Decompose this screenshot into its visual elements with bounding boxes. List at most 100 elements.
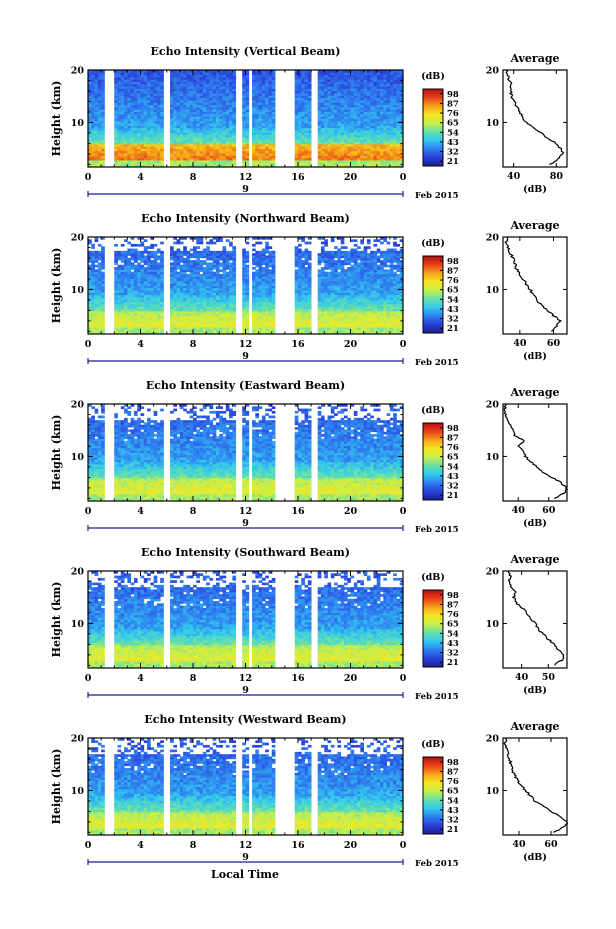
heatmap-cell (363, 150, 368, 154)
heatmap-cell (353, 127, 358, 131)
heatmap-cell (88, 90, 92, 94)
heatmap-cell (117, 72, 122, 76)
heatmap-cell (183, 90, 187, 94)
heatmap-cell (255, 139, 260, 142)
y-axis-label: Height (km) (50, 81, 63, 157)
heatmap-cell (179, 130, 184, 133)
heatmap-cell (340, 160, 345, 163)
heatmap-cell (150, 237, 155, 240)
heatmap-cell (189, 322, 194, 326)
heatmap-cell (147, 97, 151, 101)
heatmap-cell (117, 278, 122, 282)
heatmap-cell (88, 297, 92, 300)
heatmap-cell (219, 276, 223, 279)
heatmap-cell (206, 106, 210, 110)
heatmap-cell (343, 150, 348, 154)
heatmap-cell (156, 320, 161, 323)
heatmap-cell (252, 79, 256, 82)
heatmap-cell (189, 262, 194, 266)
heatmap-cell (206, 74, 210, 78)
heatmap-cell (189, 95, 194, 99)
heatmap-cell (320, 162, 325, 166)
heatmap-cell (196, 273, 200, 277)
heatmap-cell (255, 134, 260, 138)
heatmap-cell (219, 290, 223, 293)
heatmap-cell (143, 320, 148, 323)
heatmap-cell (383, 155, 387, 159)
heatmap-cell (147, 303, 151, 307)
heatmap-cell (127, 113, 132, 117)
heatmap-cell (193, 72, 197, 76)
heatmap-cell (294, 72, 299, 76)
heatmap-cell (160, 134, 164, 138)
heatmap-cell (94, 306, 99, 309)
heatmap-cell (193, 262, 197, 266)
heatmap-cell (255, 150, 260, 154)
heatmap-cell (383, 102, 387, 106)
heatmap-cell (350, 155, 355, 159)
heatmap-cell (130, 327, 135, 330)
heatmap-cell (347, 88, 351, 92)
heatmap-cell (393, 164, 397, 168)
heatmap-cell (150, 88, 155, 92)
heatmap-cell (206, 303, 210, 307)
heatmap-cell (386, 88, 391, 92)
heatmap-cell (140, 257, 145, 261)
heatmap-cell (225, 162, 230, 166)
heatmap-cell (265, 95, 269, 99)
heatmap-cell (91, 297, 95, 300)
heatmap-cell (101, 132, 105, 136)
heatmap-cell (396, 130, 401, 133)
heatmap-cell (212, 120, 217, 124)
heatmap-cell (170, 83, 174, 87)
heatmap-cell (183, 303, 187, 307)
heatmap-cell (301, 157, 305, 161)
heatmap-cell (189, 150, 194, 154)
heatmap-cell (117, 162, 122, 166)
heatmap-cell (337, 116, 342, 119)
heatmap-cell (189, 139, 194, 142)
heatmap-cell (124, 262, 128, 266)
heatmap-cell (301, 150, 305, 154)
heatmap-cell (202, 86, 207, 89)
heatmap-cell (245, 150, 250, 154)
heatmap-cell (219, 313, 223, 316)
heatmap-cell (153, 102, 158, 106)
heatmap-cell (376, 136, 381, 140)
heatmap-cell (202, 269, 207, 273)
heatmap-cell (399, 146, 404, 149)
heatmap-cell (173, 241, 177, 245)
heatmap-cell (202, 297, 207, 300)
heatmap-cell (242, 324, 246, 328)
heatmap-cell (294, 88, 299, 92)
heatmap-cell (350, 136, 355, 140)
heatmap-cell (196, 324, 200, 328)
heatmap-cell (202, 160, 207, 163)
heatmap-cell (94, 329, 99, 333)
heatmap-cell (156, 308, 161, 312)
heatmap-cell (147, 276, 151, 279)
heatmap-cell (91, 136, 95, 140)
heatmap-cell (153, 250, 158, 254)
heatmap-cell (97, 308, 102, 312)
heatmap-cell (101, 157, 105, 161)
heatmap-cell (219, 331, 223, 335)
heatmap-cell (373, 74, 378, 78)
heatmap-cell (206, 329, 210, 333)
heatmap-cell (376, 146, 381, 149)
heatmap-cell (232, 322, 237, 326)
heatmap-cell (117, 74, 122, 78)
heatmap-cell (261, 104, 266, 108)
heatmap-cell (376, 155, 381, 159)
heatmap-cell (376, 88, 381, 92)
heatmap-cell (363, 76, 368, 80)
heatmap-cell (304, 125, 309, 129)
heatmap-cell (202, 280, 207, 284)
heatmap-cell (101, 262, 105, 266)
heatmap-cell (229, 106, 233, 110)
heatmap-cell (242, 141, 246, 145)
heatmap-cell (189, 125, 194, 129)
heatmap-cell (268, 125, 273, 129)
heatmap-cell (179, 253, 184, 256)
heatmap-cell (343, 106, 348, 110)
